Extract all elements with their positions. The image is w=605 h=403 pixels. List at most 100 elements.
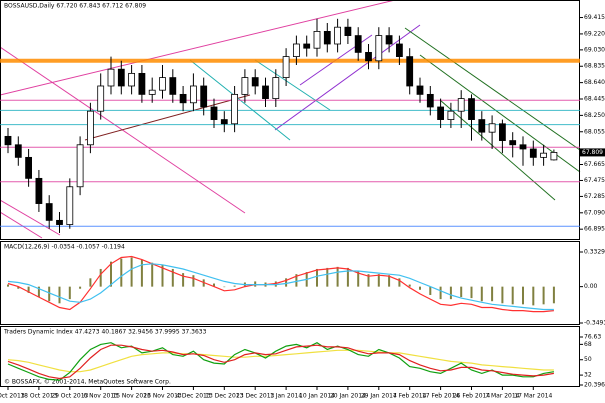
candle-body xyxy=(540,152,547,158)
trendline xyxy=(0,0,396,96)
candle-body xyxy=(251,77,259,87)
macd-bar xyxy=(491,286,494,302)
candle-body xyxy=(189,85,197,104)
indicator-line xyxy=(7,342,554,381)
macd-bar xyxy=(130,257,133,287)
macd-bar xyxy=(449,286,452,300)
y-tick-label: 69.415 xyxy=(584,14,605,21)
indicator-line xyxy=(7,255,554,313)
candle-body xyxy=(292,43,300,57)
tdi-title: Traders Dynamic Index 47.4273 40.1867 32… xyxy=(3,329,207,336)
candle-body xyxy=(365,51,372,62)
macd-bar xyxy=(7,284,9,287)
candle-body xyxy=(282,56,290,78)
macd-bar xyxy=(233,285,236,287)
macd-bar xyxy=(285,278,288,287)
candle-body xyxy=(550,152,558,161)
x-tick-label: 7 Mar 2014 xyxy=(485,393,519,400)
candle-body xyxy=(117,68,125,87)
price-label: 67.809 xyxy=(582,149,603,156)
candle-body xyxy=(488,123,496,133)
macd-bar xyxy=(408,284,411,287)
x-tick-label: 20 Jan 2014 xyxy=(330,393,366,400)
x-tick-label: 1 Jan 2014 xyxy=(270,393,302,400)
x-tick-label: 7 Feb 2014 xyxy=(393,393,427,400)
macd-bar xyxy=(398,278,401,287)
candle-body xyxy=(148,89,156,95)
macd-title: MACD(12,26,9) -0.0354 -0.1057 -0.1194 xyxy=(4,244,125,251)
y-tick-label: -0.3493 xyxy=(584,320,605,327)
trendline xyxy=(439,99,556,201)
macd-bar xyxy=(439,286,442,300)
y-tick-label: 50 xyxy=(584,356,592,363)
macd-bar xyxy=(388,275,391,287)
macd-bar xyxy=(79,286,82,289)
y-tick-label: 67.475 xyxy=(584,177,605,184)
candle-body xyxy=(509,140,517,146)
candle-body xyxy=(303,43,311,49)
y-tick-label: 68.640 xyxy=(584,79,605,86)
y-tick-label: 66.895 xyxy=(584,226,605,233)
candle-body xyxy=(45,203,53,221)
indicator-line xyxy=(7,263,554,311)
candle-body xyxy=(220,119,228,125)
macd-bar xyxy=(27,286,30,293)
macd-bar xyxy=(326,267,329,287)
candle-body xyxy=(313,30,321,49)
macd-bar xyxy=(17,286,20,289)
y-tick-label: 20.3966 xyxy=(584,382,605,389)
macd-panel-frame xyxy=(0,241,580,325)
macd-bar xyxy=(140,259,143,287)
candle-body xyxy=(385,35,393,45)
candle-body xyxy=(344,26,352,36)
candle-body xyxy=(272,77,280,99)
macd-bar xyxy=(48,286,51,302)
candle-body xyxy=(498,123,506,141)
y-tick-label: 68.250 xyxy=(584,112,605,119)
macd-bar xyxy=(336,266,339,287)
macd-bar xyxy=(552,286,555,304)
candle-body xyxy=(159,77,166,91)
macd-bar xyxy=(377,274,380,287)
macd-bar xyxy=(182,273,185,287)
macd-bar xyxy=(213,283,215,287)
macd-bar xyxy=(542,286,545,305)
candle-body xyxy=(334,26,342,45)
copyright: © BOSSAFX, © 2001-2014, MetaQuotes Softw… xyxy=(4,379,171,386)
macd-bar xyxy=(346,267,349,287)
macd-bar xyxy=(511,286,514,305)
macd-bar xyxy=(480,286,483,302)
y-tick-label: 68.055 xyxy=(584,128,605,135)
candle-body xyxy=(128,72,136,87)
x-tick-label: 26 Feb 2014 xyxy=(453,393,491,400)
y-tick-label: 68 xyxy=(584,341,592,348)
trendline xyxy=(0,199,61,236)
y-tick-label: 0.3329 xyxy=(584,249,605,256)
macd-bar xyxy=(68,286,71,300)
candle-body xyxy=(323,30,331,45)
macd-bar xyxy=(89,278,92,287)
x-tick-label: 13 Dec 2013 xyxy=(205,393,244,400)
macd-bar xyxy=(367,274,370,287)
macd-bar xyxy=(470,286,473,299)
candle-body xyxy=(56,219,63,225)
macd-bar xyxy=(460,286,463,298)
chart-title: BOSSAUSD,Daily 67.720 67.843 67.712 67.8… xyxy=(4,3,146,10)
macd-bar xyxy=(357,271,360,287)
macd-bar xyxy=(110,261,112,287)
macd-bar xyxy=(58,286,61,304)
candle-body xyxy=(426,93,434,108)
candle-body xyxy=(241,77,249,95)
tdi-panel-frame xyxy=(0,326,580,387)
candle-body xyxy=(97,85,105,112)
candle-body xyxy=(200,85,208,108)
candle-body xyxy=(138,72,146,95)
x-tick-label: 6 Nov 2013 xyxy=(83,393,118,400)
candle-body xyxy=(107,68,115,87)
candle-body xyxy=(169,77,177,95)
y-tick-label: 69.030 xyxy=(584,46,605,53)
y-tick-label: 68.835 xyxy=(584,63,605,70)
candle-body xyxy=(35,177,43,204)
x-tick-label: 9 Oct 2013 xyxy=(0,393,25,400)
